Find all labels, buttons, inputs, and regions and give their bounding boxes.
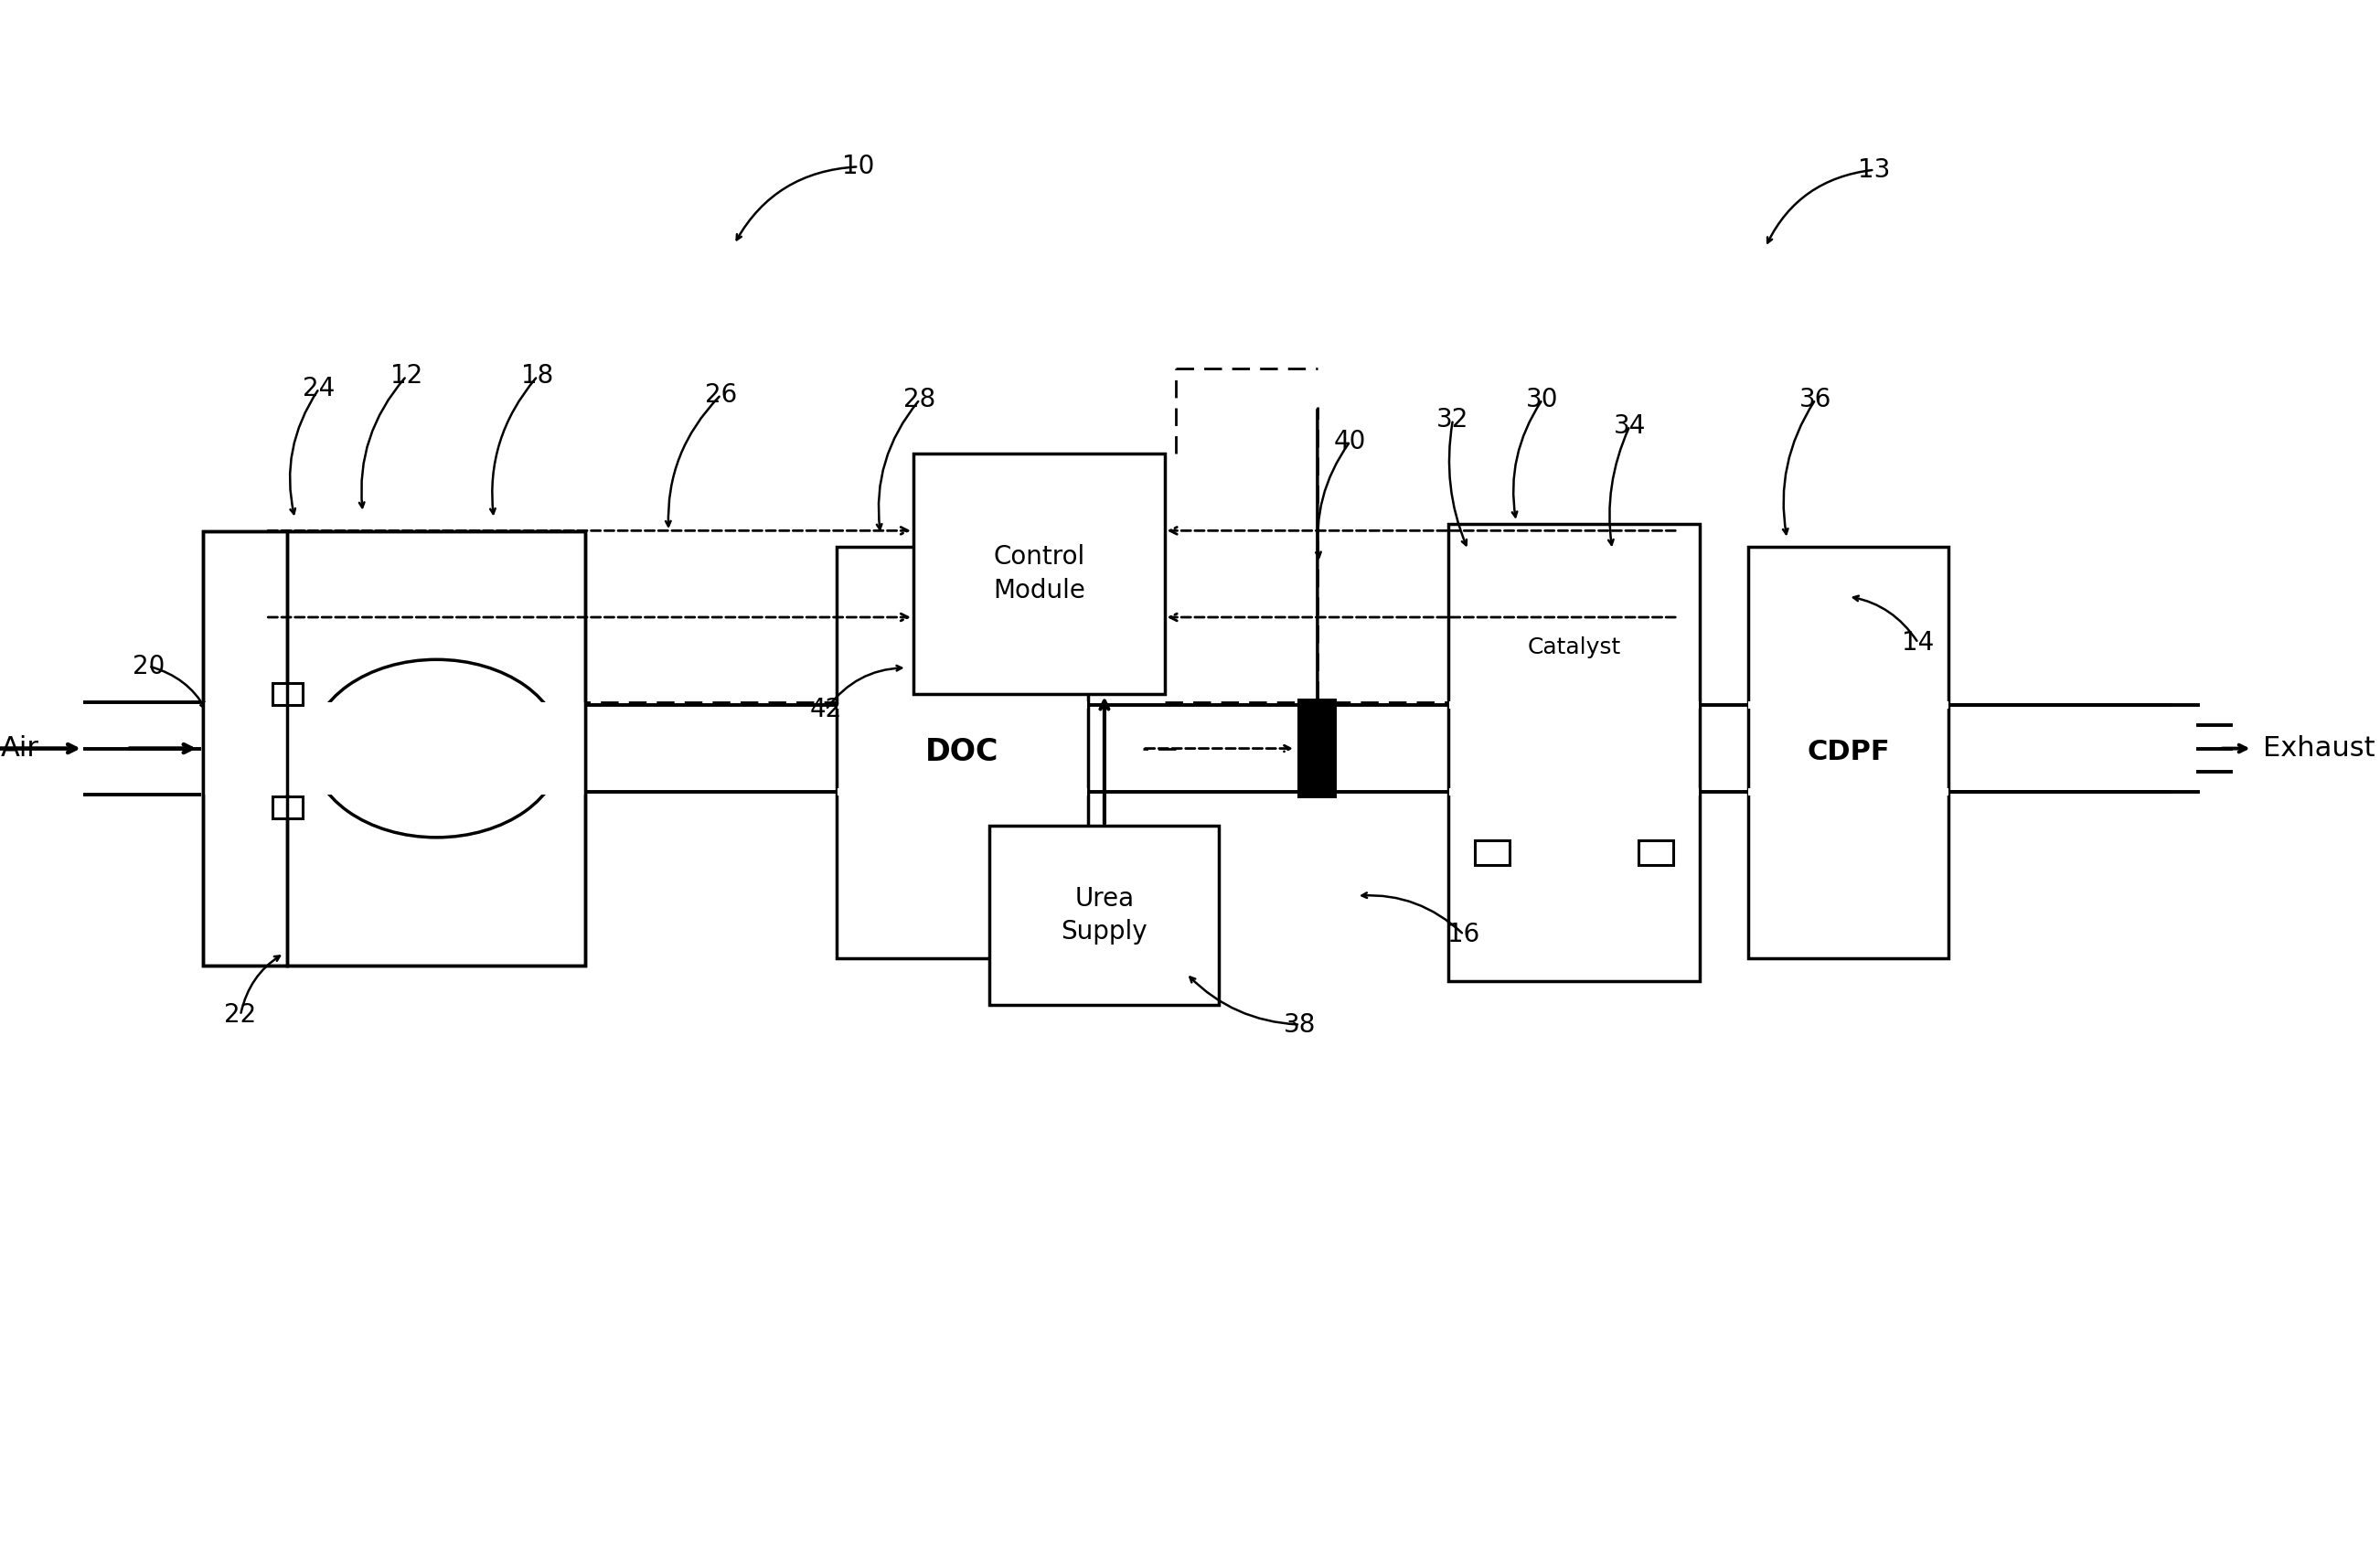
Text: 40: 40 [1335,429,1366,454]
Text: Catalyst: Catalyst [1528,636,1621,658]
Text: 20: 20 [133,653,164,680]
Text: 10: 10 [843,154,876,179]
Bar [1297,698,1338,798]
Text: 38: 38 [1283,1012,1316,1037]
Bar [1747,547,1949,957]
Bar [990,826,1219,1004]
Bar [838,547,1088,957]
Text: Air: Air [0,736,40,762]
Bar [1449,524,1699,981]
Text: 30: 30 [1526,387,1559,412]
Bar [202,532,585,965]
Text: 12: 12 [390,363,424,388]
Text: 22: 22 [224,1002,257,1027]
Bar [202,702,585,795]
Text: Exhaust: Exhaust [2263,736,2375,762]
Text: Control
Module: Control Module [992,544,1085,603]
Text: 24: 24 [302,376,336,401]
Text: Urea
Supply: Urea Supply [1061,886,1147,945]
Bar [202,532,585,965]
Text: 16: 16 [1447,921,1480,948]
Text: 32: 32 [1438,407,1468,432]
Text: 14: 14 [1902,630,1935,656]
Text: 36: 36 [1799,387,1833,412]
Text: 26: 26 [704,382,738,407]
Bar [1637,840,1673,865]
Text: DOC: DOC [926,737,1000,767]
Text: 13: 13 [1859,157,1890,182]
Bar [1476,840,1509,865]
Text: 42: 42 [809,697,843,722]
Text: CDPF: CDPF [1806,739,1890,765]
Bar [271,683,302,705]
Text: 28: 28 [904,387,935,412]
Bar [914,454,1164,694]
Text: 18: 18 [521,363,555,388]
Bar [271,797,302,818]
Text: 34: 34 [1614,413,1647,438]
